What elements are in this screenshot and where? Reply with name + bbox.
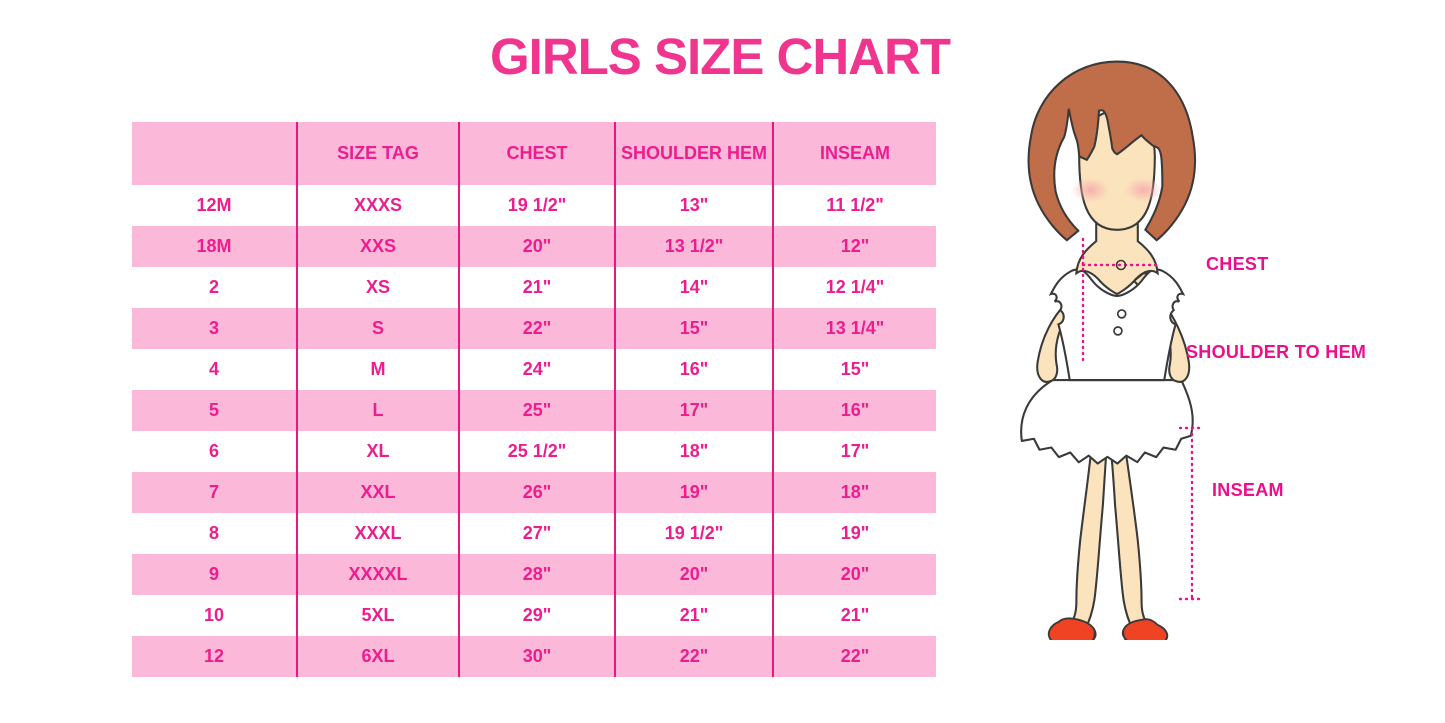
svg-text:INSEAM: INSEAM — [1212, 480, 1284, 500]
svg-text:SHOULDER TO HEM: SHOULDER TO HEM — [1186, 342, 1366, 362]
svg-text:CHEST: CHEST — [1206, 254, 1269, 274]
